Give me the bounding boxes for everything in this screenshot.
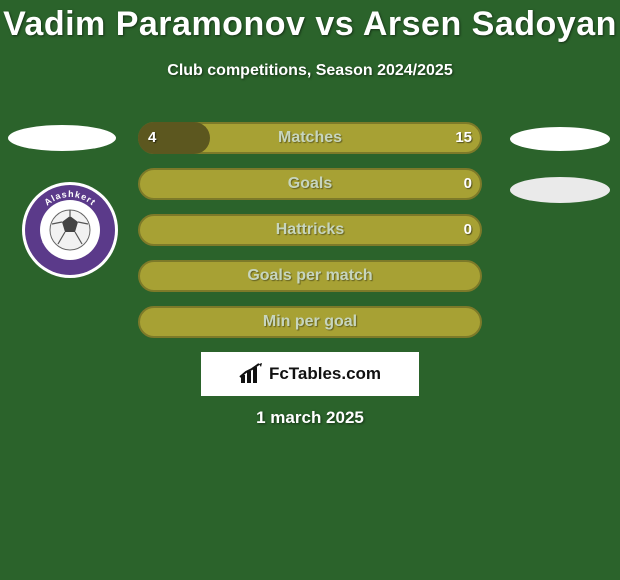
stat-row: Goals per match	[138, 260, 482, 292]
stat-bar-outer	[138, 260, 482, 292]
date-label: 1 march 2025	[0, 408, 620, 428]
stat-value-right: 0	[464, 214, 472, 246]
stat-bar-outer	[138, 306, 482, 338]
stat-bar-outer	[138, 168, 482, 200]
comparison-page: Vadim Paramonov vs Arsen Sadoyan Club co…	[0, 0, 620, 580]
player-right-badge-1	[510, 127, 610, 151]
brand-text: FcTables.com	[269, 364, 381, 384]
stat-row: Hattricks0	[138, 214, 482, 246]
stat-row: Min per goal	[138, 306, 482, 338]
stat-value-right: 0	[464, 168, 472, 200]
chart-icon	[239, 363, 263, 385]
stat-row: Matches415	[138, 122, 482, 154]
stat-value-right: 15	[455, 122, 472, 154]
page-title: Vadim Paramonov vs Arsen Sadoyan	[0, 5, 620, 44]
stat-bar-outer	[138, 214, 482, 246]
page-subtitle: Club competitions, Season 2024/2025	[0, 62, 620, 80]
club-logo: Alashkert FOOTBALL CLUB	[20, 180, 120, 280]
player-left-badge	[8, 125, 116, 151]
brand-box[interactable]: FcTables.com	[201, 352, 419, 396]
stat-row: Goals0	[138, 168, 482, 200]
player-right-badge-2	[510, 177, 610, 203]
stats-container: Matches415Goals0Hattricks0Goals per matc…	[138, 122, 482, 352]
stat-value-left: 4	[148, 122, 156, 154]
